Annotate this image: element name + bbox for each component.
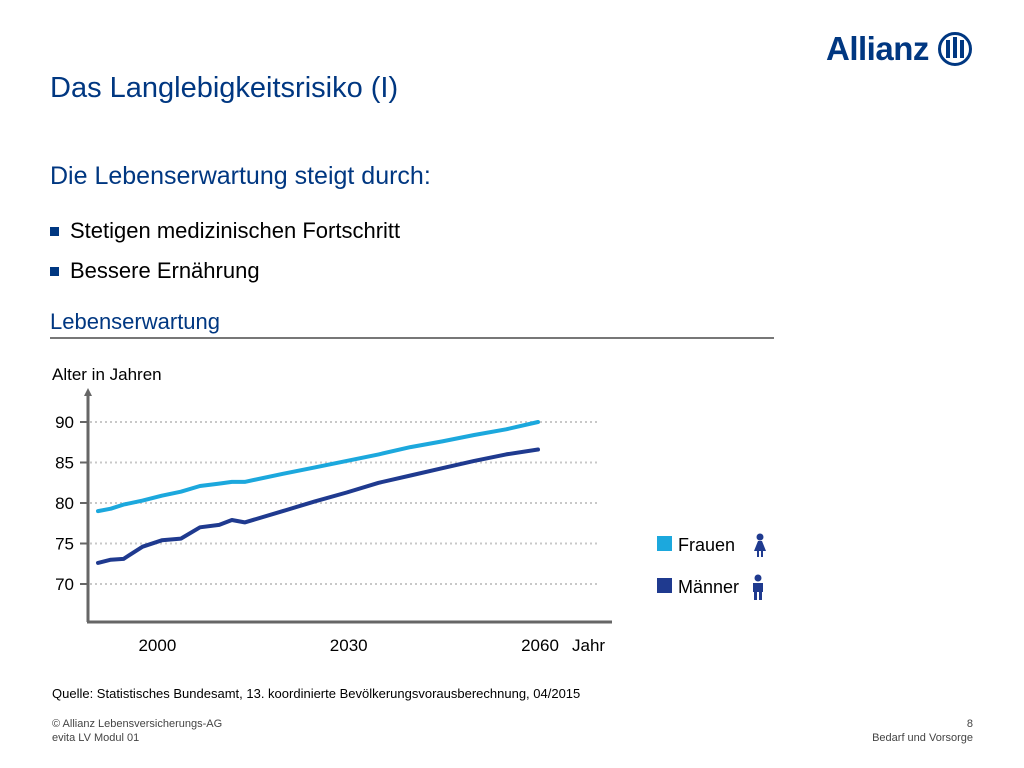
- y-tick-label: 75: [55, 535, 74, 554]
- y-axis-label: Alter in Jahren: [52, 365, 162, 384]
- slide-subtitle: Die Lebenserwartung steigt durch:: [50, 162, 431, 190]
- bullet-item: Stetigen medizinischen Fortschritt: [50, 218, 400, 244]
- x-tick-label: 2060: [521, 636, 559, 655]
- legend-label: Frauen: [678, 535, 735, 555]
- footer-copyright: © Allianz Lebensversicherungs-AG: [52, 718, 223, 730]
- legend-swatch: [657, 578, 672, 593]
- page-title: Das Langlebigkeitsrisiko (I): [50, 72, 399, 104]
- y-tick-label: 90: [55, 413, 74, 432]
- bullet-text: Stetigen medizinischen Fortschritt: [70, 218, 401, 243]
- legend-label: Männer: [678, 577, 739, 597]
- x-tick-label: 2030: [330, 636, 368, 655]
- female-icon: [754, 533, 766, 557]
- bullet-square-icon: [50, 226, 59, 236]
- series-line-maenner: [96, 447, 540, 565]
- bullet-item: Bessere Ernährung: [50, 258, 260, 284]
- allianz-eagle-icon: [937, 32, 972, 66]
- y-tick-label: 70: [55, 575, 74, 594]
- x-axis-label: Jahr: [572, 636, 605, 655]
- y-tick-label: 80: [55, 494, 74, 513]
- y-axis-arrow-icon: [84, 388, 92, 396]
- section-label: Lebenserwartung: [50, 309, 221, 334]
- section-divider: [50, 337, 774, 339]
- y-tick-label: 85: [55, 454, 74, 473]
- bullet-text: Bessere Ernährung: [70, 258, 260, 283]
- series-line-frauen: [96, 420, 540, 514]
- allianz-logo: Allianz: [826, 30, 973, 68]
- legend-swatch: [657, 536, 672, 551]
- footer-section: Bedarf und Vorsorge: [872, 732, 973, 744]
- footer-page-number: 8: [966, 718, 973, 730]
- source-note: Quelle: Statistisches Bundesamt, 13. koo…: [52, 686, 581, 701]
- footer-module: evita LV Modul 01: [52, 732, 140, 744]
- logo-wordmark: Allianz: [826, 30, 929, 67]
- bullet-square-icon: [50, 266, 59, 276]
- male-icon: [753, 574, 763, 600]
- x-tick-label: 2000: [138, 636, 176, 655]
